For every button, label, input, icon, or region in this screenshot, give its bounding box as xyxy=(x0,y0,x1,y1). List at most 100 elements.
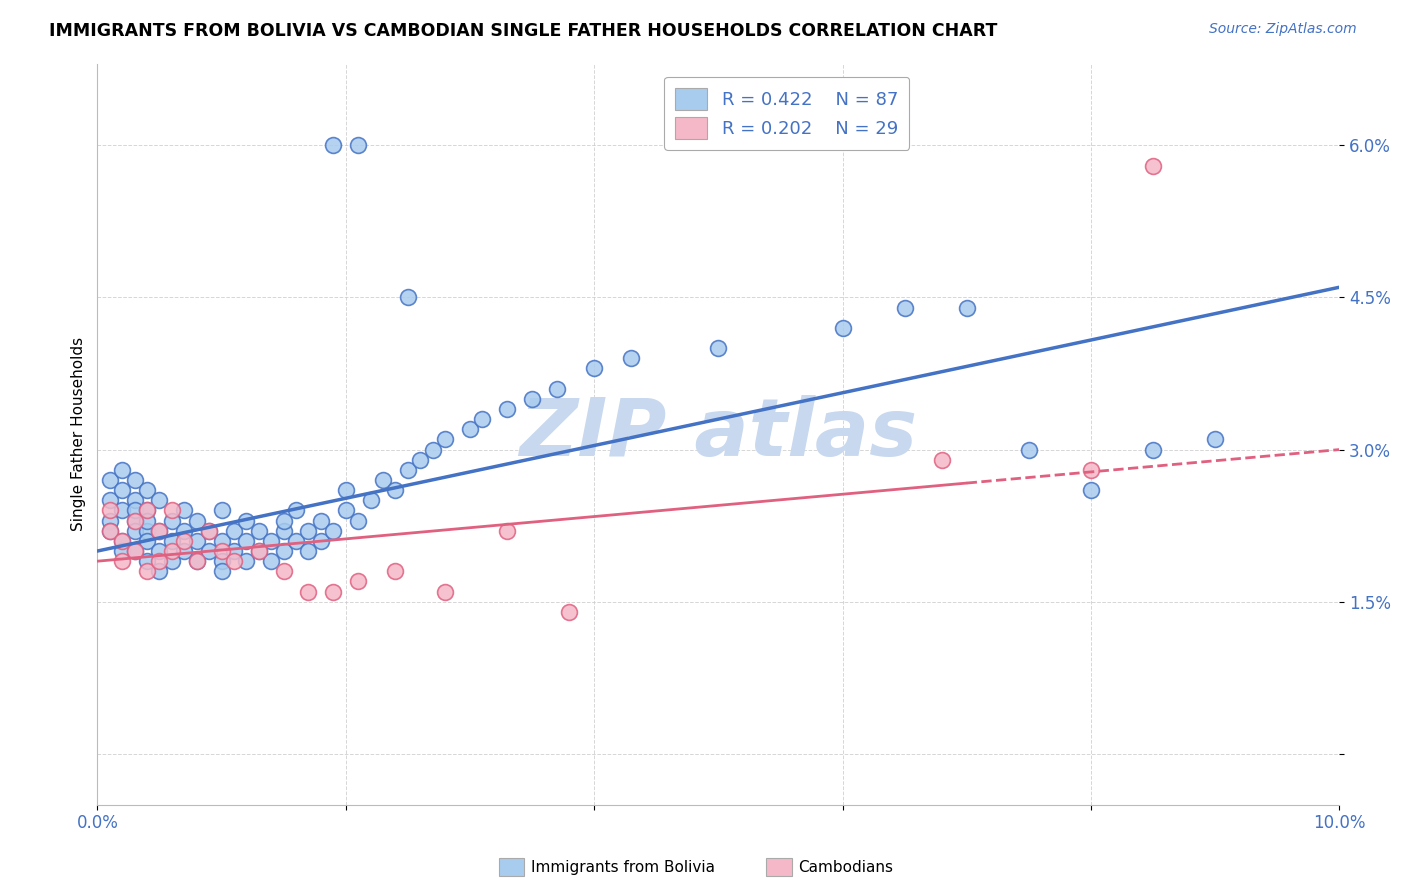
Point xyxy=(260,554,283,568)
Point xyxy=(124,514,146,528)
Point xyxy=(148,493,170,508)
Point xyxy=(931,452,953,467)
Point xyxy=(471,412,494,426)
Point xyxy=(98,514,121,528)
Point xyxy=(124,544,146,558)
Text: IMMIGRANTS FROM BOLIVIA VS CAMBODIAN SINGLE FATHER HOUSEHOLDS CORRELATION CHART: IMMIGRANTS FROM BOLIVIA VS CAMBODIAN SIN… xyxy=(49,22,998,40)
Point xyxy=(98,503,121,517)
Point xyxy=(222,544,245,558)
Point xyxy=(247,544,270,558)
Point xyxy=(384,565,406,579)
Point xyxy=(136,533,159,548)
Point xyxy=(160,503,183,517)
Point xyxy=(124,493,146,508)
Point xyxy=(1080,483,1102,498)
Point xyxy=(893,301,915,315)
Point xyxy=(111,544,134,558)
Point xyxy=(409,452,432,467)
Point xyxy=(297,544,319,558)
Point xyxy=(111,463,134,477)
Point xyxy=(136,565,159,579)
Point xyxy=(322,524,344,538)
Point xyxy=(956,301,979,315)
Point xyxy=(458,422,481,436)
Point xyxy=(260,533,283,548)
Point xyxy=(496,402,519,417)
Point xyxy=(434,433,457,447)
Point xyxy=(111,483,134,498)
Point xyxy=(335,483,357,498)
Point xyxy=(235,554,257,568)
Point xyxy=(273,514,295,528)
Point xyxy=(124,544,146,558)
Point xyxy=(136,483,159,498)
Point xyxy=(371,473,394,487)
Point xyxy=(335,503,357,517)
Point xyxy=(173,533,195,548)
Point xyxy=(148,524,170,538)
Point xyxy=(347,138,370,153)
Point xyxy=(136,554,159,568)
Point xyxy=(173,503,195,517)
Point xyxy=(360,493,382,508)
Point xyxy=(247,524,270,538)
Point xyxy=(285,503,308,517)
Point xyxy=(211,554,233,568)
Point xyxy=(273,524,295,538)
Point xyxy=(148,565,170,579)
Point xyxy=(1204,433,1226,447)
Point xyxy=(273,544,295,558)
Point xyxy=(322,584,344,599)
Point xyxy=(186,514,208,528)
Point xyxy=(198,544,221,558)
Point xyxy=(186,554,208,568)
Point xyxy=(111,503,134,517)
Point xyxy=(322,138,344,153)
Point xyxy=(148,524,170,538)
Point xyxy=(136,524,159,538)
Text: Cambodians: Cambodians xyxy=(799,860,894,874)
Point xyxy=(160,544,183,558)
Point xyxy=(285,533,308,548)
Point xyxy=(98,473,121,487)
Point xyxy=(347,574,370,589)
Point xyxy=(707,341,730,355)
Point xyxy=(148,544,170,558)
Point xyxy=(111,533,134,548)
Point xyxy=(211,533,233,548)
Text: Source: ZipAtlas.com: Source: ZipAtlas.com xyxy=(1209,22,1357,37)
Point xyxy=(309,514,332,528)
Point xyxy=(136,514,159,528)
Point xyxy=(136,503,159,517)
Legend: R = 0.422    N = 87, R = 0.202    N = 29: R = 0.422 N = 87, R = 0.202 N = 29 xyxy=(664,77,910,150)
Point xyxy=(222,554,245,568)
Point xyxy=(1142,159,1164,173)
Point xyxy=(160,514,183,528)
Point xyxy=(396,463,419,477)
Point xyxy=(422,442,444,457)
Point xyxy=(247,544,270,558)
Point xyxy=(347,514,370,528)
Y-axis label: Single Father Households: Single Father Households xyxy=(72,337,86,532)
Point xyxy=(124,473,146,487)
Point xyxy=(124,503,146,517)
Point xyxy=(148,554,170,568)
Point xyxy=(111,533,134,548)
Point xyxy=(546,382,568,396)
Point xyxy=(297,524,319,538)
Point xyxy=(620,351,643,366)
Point xyxy=(297,584,319,599)
Point xyxy=(222,524,245,538)
Point xyxy=(160,554,183,568)
Point xyxy=(211,565,233,579)
Point xyxy=(558,605,581,619)
Point xyxy=(235,533,257,548)
Point xyxy=(434,584,457,599)
Point xyxy=(186,554,208,568)
Point xyxy=(111,554,134,568)
Point xyxy=(173,544,195,558)
Point xyxy=(98,524,121,538)
Point xyxy=(98,493,121,508)
Point xyxy=(235,514,257,528)
Point xyxy=(309,533,332,548)
